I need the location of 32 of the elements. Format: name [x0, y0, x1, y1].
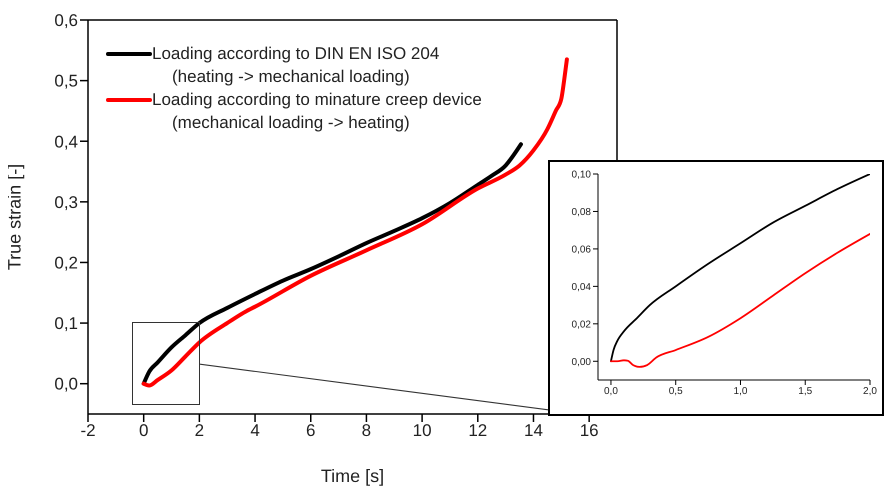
y-tick-label: 0,10	[572, 170, 592, 181]
y-tick-label: 0,08	[572, 207, 592, 218]
x-tick-label: 0	[138, 421, 148, 440]
y-tick-label: 0,04	[572, 282, 592, 293]
x-tick-label: 10	[412, 421, 432, 440]
x-tick-label: 1,5	[798, 386, 813, 398]
x-tick-label: 12	[468, 421, 488, 440]
legend-label: Loading according to minature creep device (mechanical loading -> heating)	[152, 89, 482, 134]
y-tick-label: 0,1	[54, 314, 78, 334]
legend-label: Loading according to DIN EN ISO 204 (heating -> mechanical loading)	[152, 43, 440, 88]
x-tick-label: -2	[80, 421, 96, 440]
x-tick-label: 16	[580, 421, 599, 440]
x-axis-title: Time [s]	[320, 466, 384, 486]
y-tick-label: 0,5	[54, 72, 78, 91]
x-tick-label: 6	[306, 421, 316, 440]
x-tick-label: 0,5	[668, 386, 684, 398]
y-tick-label: 0,00	[572, 356, 592, 368]
x-tick-label: 2	[194, 421, 204, 440]
y-tick-label: 0,2	[54, 253, 78, 272]
x-tick-label: 0,0	[604, 386, 618, 398]
y-tick-label: 0,4	[54, 132, 78, 152]
y-tick-label: 0,02	[572, 319, 592, 330]
x-tick-label: 4	[250, 421, 260, 440]
y-tick-label: 0,6	[54, 11, 78, 30]
line-series	[610, 233, 870, 368]
x-tick-label: 2,0	[863, 386, 878, 398]
x-tick-label: 1,0	[734, 386, 748, 398]
y-tick-label: 0,3	[54, 192, 78, 212]
y-tick-label: 0,06	[572, 244, 592, 256]
x-tick-label: 8	[362, 421, 372, 440]
x-tick-label: 14	[524, 421, 543, 440]
line-series	[610, 174, 870, 362]
